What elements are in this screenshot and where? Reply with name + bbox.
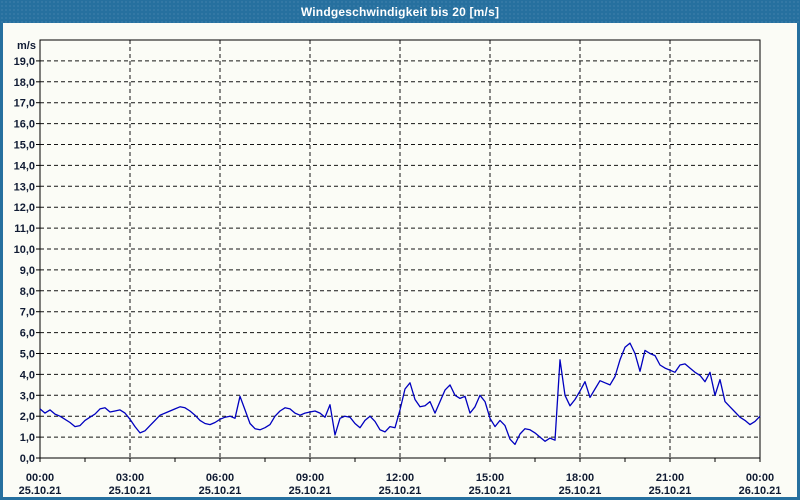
svg-text:26.10.21: 26.10.21	[739, 485, 782, 497]
svg-text:19,0: 19,0	[14, 56, 35, 68]
svg-text:7,0: 7,0	[20, 307, 35, 319]
svg-text:14,0: 14,0	[14, 160, 35, 172]
svg-text:15,0: 15,0	[14, 140, 35, 152]
y-grid-and-labels: 0,0 1,0 2,0 3,0 4,0 5,0 6,0 7,0 8,0 9,0 10,0 11,0 12…	[14, 40, 760, 465]
svg-text:11,0: 11,0	[14, 223, 35, 235]
svg-text:25.10.21: 25.10.21	[469, 485, 512, 497]
x-grid-and-labels: 00:0025.10.2103:0025.10.2106:0025.10.210…	[19, 40, 782, 497]
svg-text:12,0: 12,0	[14, 202, 35, 214]
svg-text:25.10.21: 25.10.21	[289, 485, 332, 497]
window-title: Windgeschwindigkeit bis 20 [m/s]	[300, 4, 500, 19]
svg-text:16,0: 16,0	[14, 119, 35, 131]
title-bar: Windgeschwindigkeit bis 20 [m/s]	[0, 0, 800, 23]
svg-text:13,0: 13,0	[14, 181, 35, 193]
svg-text:10,0: 10,0	[14, 244, 35, 256]
svg-text:4,0: 4,0	[20, 369, 35, 381]
svg-text:18,0: 18,0	[14, 77, 35, 89]
svg-text:25.10.21: 25.10.21	[199, 485, 242, 497]
svg-text:2,0: 2,0	[20, 411, 35, 423]
wind-speed-line	[39, 342, 761, 446]
svg-text:25.10.21: 25.10.21	[649, 485, 692, 497]
svg-text:17,0: 17,0	[14, 98, 35, 110]
svg-text:9,0: 9,0	[20, 265, 35, 277]
svg-text:12:00: 12:00	[386, 472, 414, 484]
svg-text:09:00: 09:00	[296, 472, 324, 484]
svg-text:25.10.21: 25.10.21	[559, 485, 602, 497]
svg-text:03:00: 03:00	[116, 472, 144, 484]
svg-text:25.10.21: 25.10.21	[109, 485, 152, 497]
plot-frame	[39, 39, 761, 459]
svg-text:00:00: 00:00	[26, 472, 54, 484]
svg-text:1,0: 1,0	[20, 432, 35, 444]
svg-text:15:00: 15:00	[476, 472, 504, 484]
svg-text:5,0: 5,0	[20, 349, 35, 361]
svg-text:8,0: 8,0	[20, 286, 35, 298]
svg-text:00:00: 00:00	[746, 472, 774, 484]
svg-text:25.10.21: 25.10.21	[379, 485, 422, 497]
svg-text:0,0: 0,0	[20, 453, 35, 465]
svg-text:3,0: 3,0	[20, 390, 35, 402]
svg-text:06:00: 06:00	[206, 472, 234, 484]
y-axis-unit-label: m/s	[17, 40, 36, 52]
svg-text:18:00: 18:00	[566, 472, 594, 484]
svg-text:25.10.21: 25.10.21	[19, 485, 62, 497]
svg-text:21:00: 21:00	[656, 472, 684, 484]
svg-text:6,0: 6,0	[20, 328, 35, 340]
